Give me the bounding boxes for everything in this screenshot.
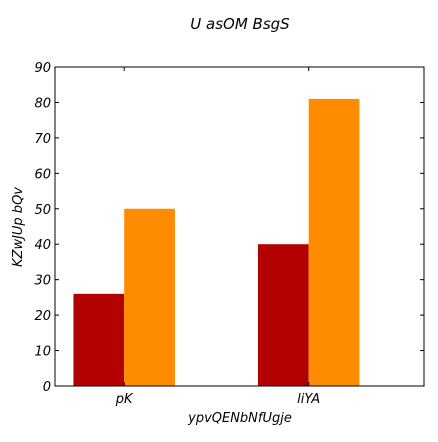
y-tick-label: 80: [34, 96, 51, 111]
y-tick-label: 70: [34, 132, 51, 147]
x-axis: pK liYA: [115, 67, 320, 407]
plot-frame: [54, 66, 425, 387]
y-axis: 0 10 20 30 40 50 60 70 80 90: [34, 61, 424, 395]
chart-title: U asOM BsgS: [190, 15, 290, 33]
y-tick-label: 0: [43, 380, 51, 395]
y-axis-label: KZwJUp bQv: [11, 187, 26, 267]
x-tick-label: liYA: [297, 392, 320, 407]
bar: [257, 244, 309, 386]
y-tick-label: 40: [34, 238, 51, 253]
y-tick-label: 20: [34, 309, 51, 324]
y-tick-label: 60: [34, 167, 51, 182]
x-tick-label: pK: [115, 392, 134, 407]
bar: [124, 208, 175, 386]
y-tick-label: 90: [34, 61, 51, 76]
bar: [73, 293, 125, 386]
x-axis-label: ypvQENbNfUgje: [187, 411, 292, 426]
y-tick-label: 30: [34, 274, 51, 289]
bars-layer: [73, 98, 360, 387]
bar: [308, 98, 360, 387]
y-tick-label: 50: [34, 203, 51, 218]
y-tick-label: 10: [34, 345, 51, 360]
